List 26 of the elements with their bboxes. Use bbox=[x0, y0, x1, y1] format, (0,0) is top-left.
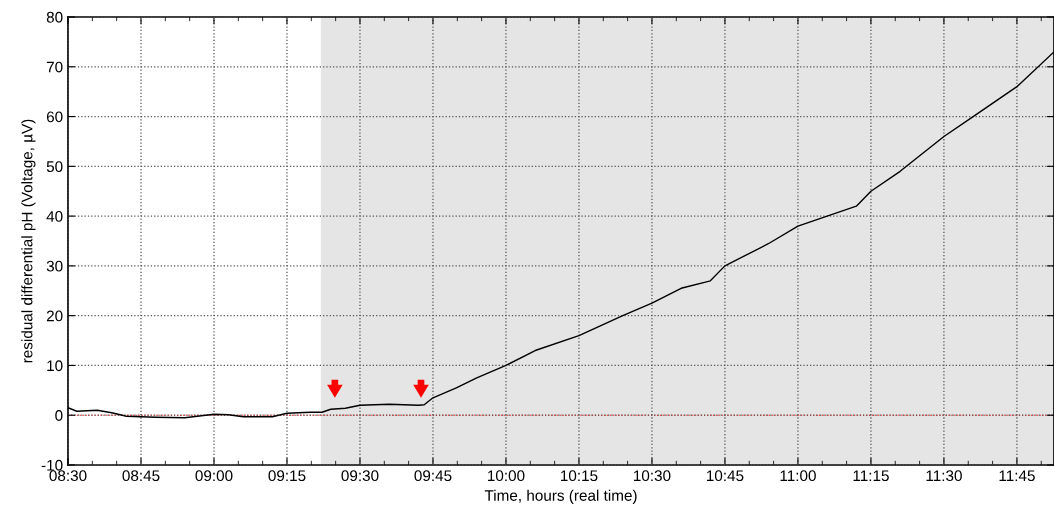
x-tick-label: 09:15 bbox=[268, 470, 306, 482]
x-tick-label: 11:15 bbox=[853, 470, 889, 482]
x-tick-label: 10:15 bbox=[561, 470, 598, 482]
y-tick-label: 20 bbox=[46, 310, 63, 322]
x-tick-label: 08:30 bbox=[49, 470, 87, 482]
y-axis-title: residual differential pH (Voltage, µV) bbox=[21, 119, 36, 363]
y-tick-label: -10 bbox=[41, 459, 63, 471]
x-axis-title: Time, hours (real time) bbox=[484, 489, 637, 504]
x-tick-label: 08:45 bbox=[122, 470, 160, 482]
y-tick-label: 60 bbox=[46, 111, 63, 123]
x-tick-label: 10:30 bbox=[634, 470, 671, 482]
x-tick-label: 11:30 bbox=[926, 470, 962, 482]
y-tick-label: 50 bbox=[46, 161, 63, 173]
x-tick-label: 09:30 bbox=[341, 470, 379, 482]
x-tick-label: 11:00 bbox=[780, 470, 816, 482]
y-tick-label: 0 bbox=[55, 410, 63, 421]
x-tick-label: 09:00 bbox=[195, 470, 233, 482]
x-tick-label: 11:45 bbox=[999, 470, 1035, 482]
y-tick-label: 70 bbox=[46, 61, 63, 73]
x-tick-label: 09:45 bbox=[414, 470, 452, 482]
y-tick-label: 40 bbox=[46, 210, 63, 222]
y-tick-label: 80 bbox=[46, 11, 63, 23]
y-tick-label: 30 bbox=[46, 260, 63, 272]
x-tick-label: 10:00 bbox=[488, 470, 525, 482]
y-tick-label: 10 bbox=[47, 360, 63, 372]
x-tick-label: 10:45 bbox=[706, 470, 744, 482]
